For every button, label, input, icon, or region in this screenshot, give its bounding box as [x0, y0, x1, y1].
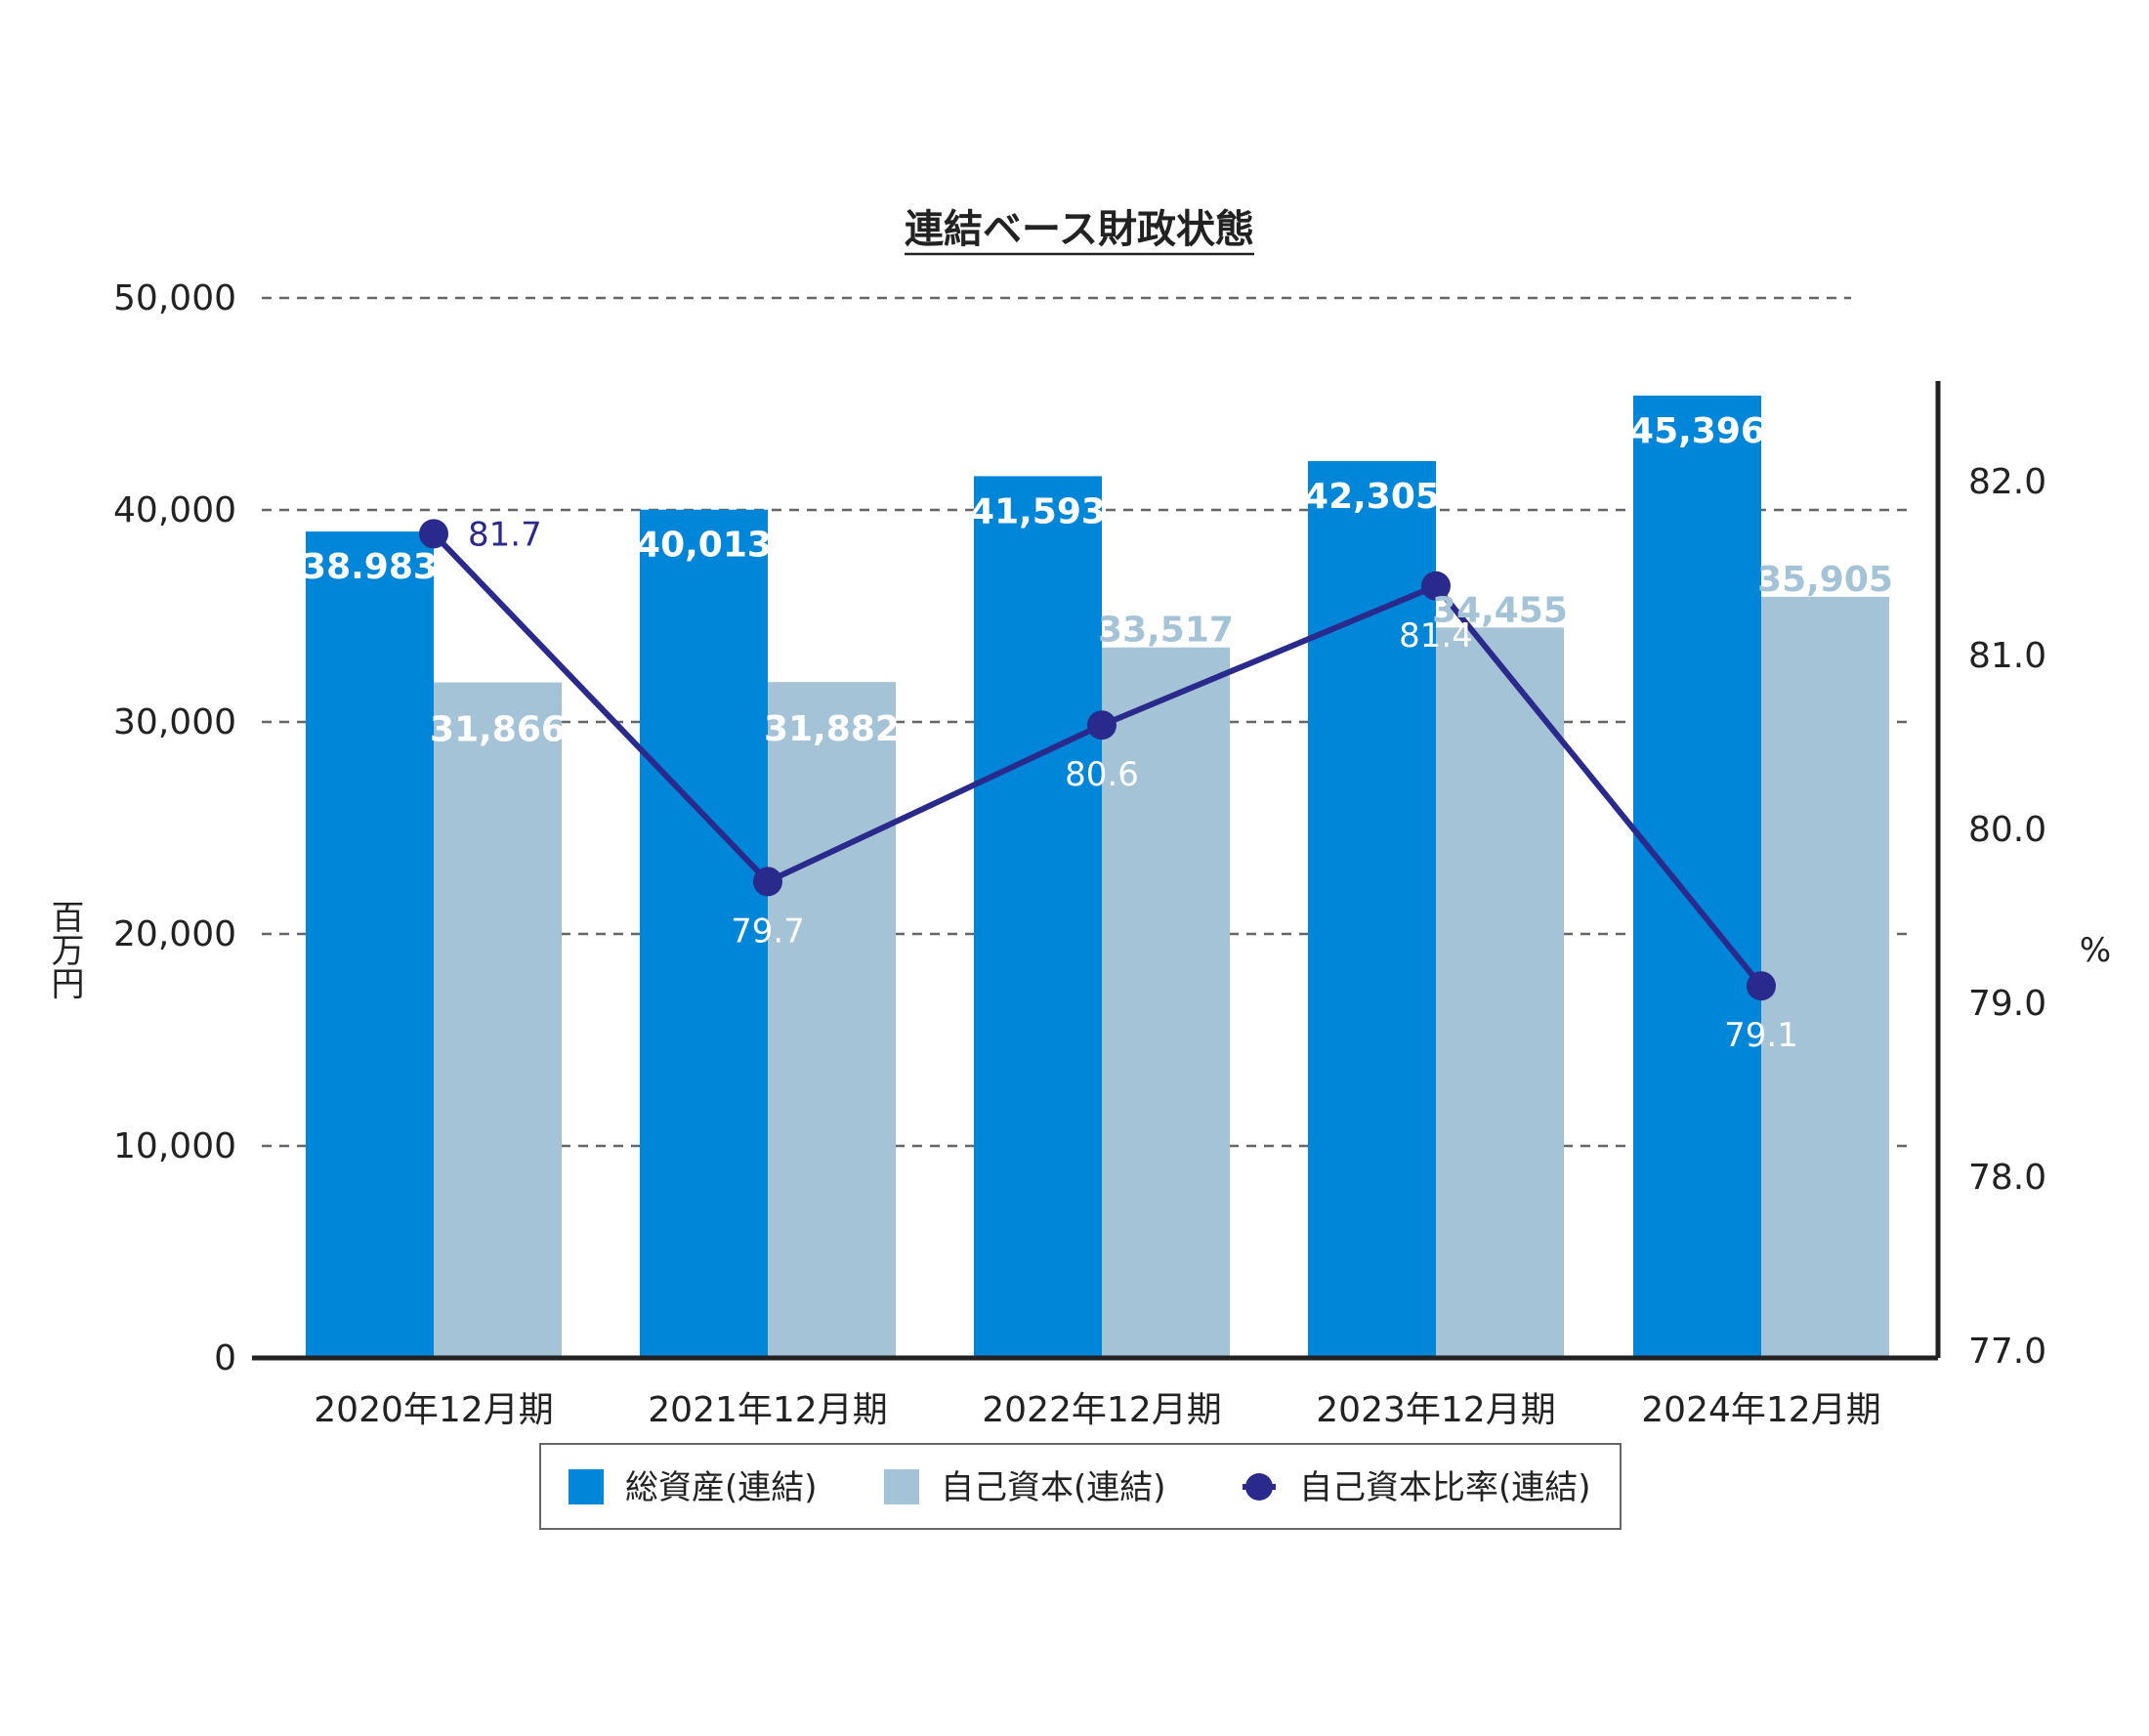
data-label-equity: 33,517 — [1098, 611, 1234, 651]
legend: 総資産(連結) 自己資本(連結) 自己資本比率(連結) — [539, 1443, 1622, 1530]
legend-box — [539, 1443, 1622, 1530]
ratio-point — [1421, 571, 1451, 601]
ratio-point — [1747, 971, 1776, 1001]
data-label-equity: 31,866 — [430, 710, 566, 750]
category-label: 2024年12月期 — [1641, 1390, 1880, 1430]
category-label: 2021年12月期 — [648, 1390, 887, 1430]
bar-equity — [434, 682, 562, 1358]
ratio-point — [1087, 710, 1117, 741]
right-tick-label: 81.0 — [1968, 636, 2046, 676]
left-tick-label: 50,000 — [113, 278, 236, 318]
legend-label-ratio: 自己資本比率(連結) — [1299, 1468, 1591, 1507]
data-label-equity: 31,882 — [764, 709, 900, 749]
data-label-equity: 34,455 — [1432, 590, 1568, 630]
left-tick-label: 40,000 — [113, 490, 236, 530]
data-label-ratio: 79.7 — [731, 911, 805, 951]
data-label-total-assets: 40,013 — [636, 526, 772, 566]
data-label-total-assets: 38.983 — [302, 547, 438, 587]
right-tick-label: 79.0 — [1968, 984, 2046, 1024]
data-labels-layer: 38.983 31,866 40,013 31,882 41,593 33,517 42,3… — [302, 411, 1893, 1055]
category-label: 2022年12月期 — [982, 1390, 1221, 1430]
data-label-total-assets: 45,396 — [1629, 411, 1765, 451]
right-tick-label: 77.0 — [1968, 1332, 2046, 1372]
left-tick-label: 30,000 — [113, 702, 236, 742]
category-label: 2020年12月期 — [314, 1390, 553, 1430]
bar-total-assets — [306, 531, 434, 1358]
axes-layer — [252, 381, 1941, 1361]
category-label: 2023年12月期 — [1316, 1390, 1555, 1430]
y2-axis-label: % — [2080, 931, 2111, 970]
data-label-ratio: 81.7 — [468, 515, 542, 554]
left-tick-label: 10,000 — [113, 1126, 236, 1166]
data-label-total-assets: 41,593 — [970, 491, 1106, 531]
category-labels: 2020年12月期 2021年12月期 2022年12月期 2023年12月期 2024… — [314, 1390, 1880, 1430]
right-tick-label: 82.0 — [1968, 462, 2046, 502]
bar-total-assets — [974, 476, 1102, 1358]
data-label-equity: 35,905 — [1757, 560, 1893, 600]
legend-swatch-total-assets — [569, 1469, 604, 1504]
bar-equity — [1761, 596, 1889, 1358]
left-axis-ticks: 0 10,000 20,000 30,000 40,000 50,000 — [113, 278, 236, 1378]
bar-total-assets — [640, 509, 768, 1358]
bar-equity — [768, 682, 896, 1358]
data-label-ratio: 81.4 — [1399, 616, 1473, 656]
legend-marker-ratio — [1245, 1473, 1273, 1501]
chart-title: 連結ベース財政状態 — [905, 207, 1254, 252]
left-tick-label: 0 — [214, 1338, 236, 1378]
bar-equity — [1436, 627, 1564, 1358]
data-label-ratio: 79.1 — [1724, 1016, 1798, 1055]
bar-equity — [1102, 647, 1230, 1358]
legend-items: 総資産(連結) 自己資本(連結) 自己資本比率(連結) — [569, 1468, 1591, 1507]
left-tick-label: 20,000 — [113, 914, 236, 954]
legend-swatch-equity — [884, 1469, 919, 1504]
ratio-point — [753, 867, 782, 897]
right-tick-label: 80.0 — [1968, 810, 2046, 850]
legend-label-total-assets: 総資産(連結) — [625, 1468, 818, 1507]
data-label-total-assets: 42,305 — [1304, 477, 1440, 517]
data-label-ratio: 80.6 — [1065, 755, 1139, 794]
y-axis-label: 百万円 — [45, 900, 84, 999]
bar-total-assets — [1633, 395, 1761, 1358]
ratio-line-layer — [419, 519, 1776, 1001]
right-tick-label: 78.0 — [1968, 1158, 2046, 1198]
right-axis-ticks: 77.0 78.0 79.0 80.0 81.0 82.0 — [1968, 462, 2046, 1372]
legend-label-equity: 自己資本(連結) — [941, 1468, 1166, 1507]
ratio-point — [419, 519, 448, 549]
